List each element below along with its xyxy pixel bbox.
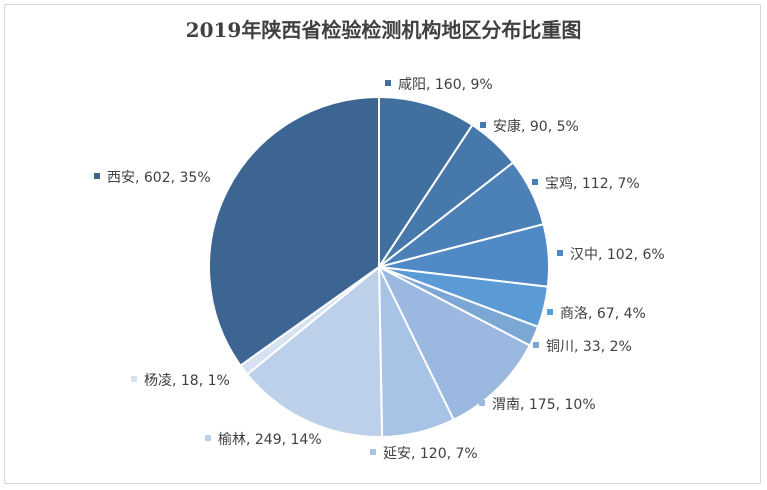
data-label-铜川: 铜川, 33, 2% [546, 339, 632, 355]
data-label-榆林: 榆林, 249, 14% [218, 432, 322, 448]
legend-marker-咸阳 [385, 80, 391, 86]
legend-marker-汉中 [557, 250, 563, 256]
data-label-安康: 安康, 90, 5% [493, 118, 579, 135]
legend-marker-渭南 [479, 400, 485, 406]
pie-slice-榆林 [245, 264, 384, 438]
data-label-宝鸡: 宝鸡, 112, 7% [545, 175, 640, 192]
legend-marker-安康 [480, 122, 486, 128]
chart-title: 2019年陕西省检验检测机构地区分布比重图 [185, 18, 582, 42]
pie-slice-西安 [208, 95, 380, 367]
data-label-杨凌: 杨凌, 18, 1% [144, 373, 230, 389]
data-label-咸阳: 咸阳, 160, 9% [398, 77, 493, 93]
data-label-商洛: 商洛, 67, 4% [560, 306, 646, 322]
pie-slice-渭南 [376, 264, 532, 422]
legend-marker-榆林 [205, 435, 211, 441]
legend-marker-铜川 [533, 342, 539, 348]
legend-marker-商洛 [547, 309, 553, 315]
pie-slice-咸阳 [378, 95, 474, 271]
legend-marker-西安 [94, 173, 100, 179]
legend-marker-宝鸡 [532, 179, 538, 185]
data-label-西安: 西安, 602, 35% [107, 170, 211, 186]
legend-marker-延安 [370, 449, 376, 455]
data-label-汉中: 汉中, 102, 6% [570, 247, 665, 263]
legend-marker-杨凌 [131, 376, 137, 382]
data-label-延安: 延安, 120, 7% [383, 446, 478, 462]
data-label-渭南: 渭南, 175, 10% [492, 397, 596, 413]
